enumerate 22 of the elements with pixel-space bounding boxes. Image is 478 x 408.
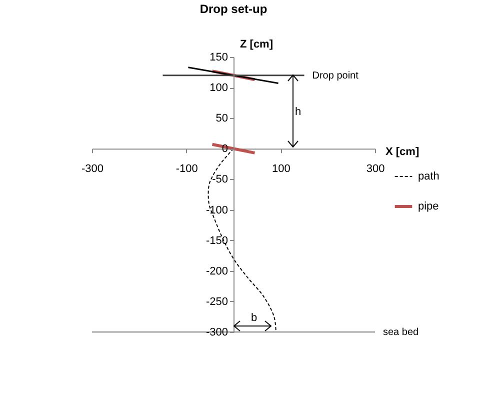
y-tick-label: 150 [210,52,228,64]
y-tick-label: -300 [206,326,228,338]
x-tick-label: -100 [176,163,198,176]
y-axis-title: Z [cm] [240,38,274,50]
legend-label: path [418,170,440,182]
legend-label: pipe [418,200,439,212]
x-tick-label: -300 [81,163,104,176]
y-tick-label: -50 [212,174,228,186]
x-axis-title: X [cm] [386,146,420,158]
annotation: h [294,106,302,118]
annotation: Drop point [312,70,359,82]
annotation: sea bed [383,327,419,338]
y-tick-label: -150 [206,234,228,247]
y-tick-label: -250 [206,296,228,308]
y-tick-label: -200 [206,265,228,278]
chart-title: Drop set-up [200,2,268,16]
y-tick-label: -100 [206,204,228,216]
annotation: b [250,312,258,324]
x-tick-label: 100 [272,163,290,176]
y-tick-label: 50 [216,112,228,125]
y-tick-label: 100 [210,82,228,94]
x-tick-label: 300 [366,163,385,176]
